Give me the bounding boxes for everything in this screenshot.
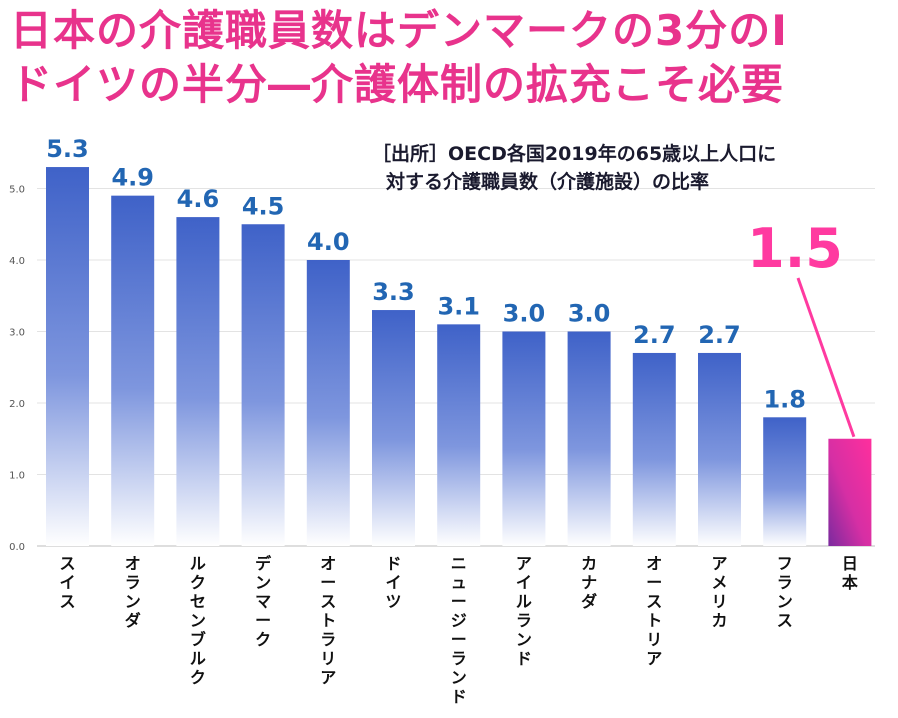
bar [437,324,481,546]
value-label: 2.7 [698,321,741,349]
source-note: ［出所］OECD各国2019年の65歳以上人口に 対する介護職員数（介護施設）の… [372,140,892,196]
value-label: 5.3 [46,135,89,163]
x-tick-label: アイルランド [516,554,532,668]
value-label: 4.0 [307,228,350,256]
x-tick-label: スイス [59,554,75,611]
y-tick-label: 4.0 [9,256,25,267]
callout-line [796,277,856,438]
bar [698,352,741,546]
value-label: 4.9 [111,164,154,192]
x-tick-label: デンマーク [255,554,272,649]
bar-highlight [828,438,872,546]
bar [632,352,676,546]
y-tick-label: 5.0 [9,185,25,196]
x-tick-label: オーストリア [646,554,662,668]
value-label: 3.0 [568,300,611,328]
x-tick-label: ニュージーランド [451,554,467,706]
headline-line-1: 日本の介護職員数はデンマークの3分のⅠ [10,6,788,55]
source-line-1: ［出所］OECD各国2019年の65歳以上人口に [372,143,777,165]
source-line-2: 対する介護職員数（介護施設）の比率 [386,171,710,193]
x-tick-label: フランス [777,554,793,630]
value-label: 2.7 [633,321,676,349]
y-tick-label: 2.0 [9,399,25,410]
x-tick-label: ドイツ [385,554,401,611]
value-label: 3.3 [372,278,415,306]
bar [306,260,350,546]
y-tick-label: 3.0 [9,328,25,339]
bar [111,195,155,546]
bar [176,217,220,546]
bar [46,167,89,547]
y-tick-label: 1.0 [9,471,25,482]
callout-value: 1.5 [747,217,843,280]
value-label: 4.5 [242,192,285,220]
x-tick-label: ルクセンブルク [190,554,206,687]
x-tick-label: オランダ [125,554,141,630]
bar [763,417,807,546]
value-label: 3.0 [503,300,546,328]
value-label: 1.8 [763,385,806,413]
value-label: 4.6 [177,185,220,213]
x-tick-label: オーストラリア [320,554,336,687]
x-tick-label: カナダ [581,554,597,611]
bar [502,331,546,546]
x-tick-label: アメリカ [711,554,727,630]
bar [567,331,611,546]
y-tick-label: 0.0 [9,542,25,553]
x-tick-label: 日本 [842,554,858,592]
bar [372,310,415,546]
headline-line-2: ドイツの半分―介護体制の拡充こそ必要 [10,60,785,109]
value-label: 3.1 [437,292,480,320]
bar [241,224,285,546]
